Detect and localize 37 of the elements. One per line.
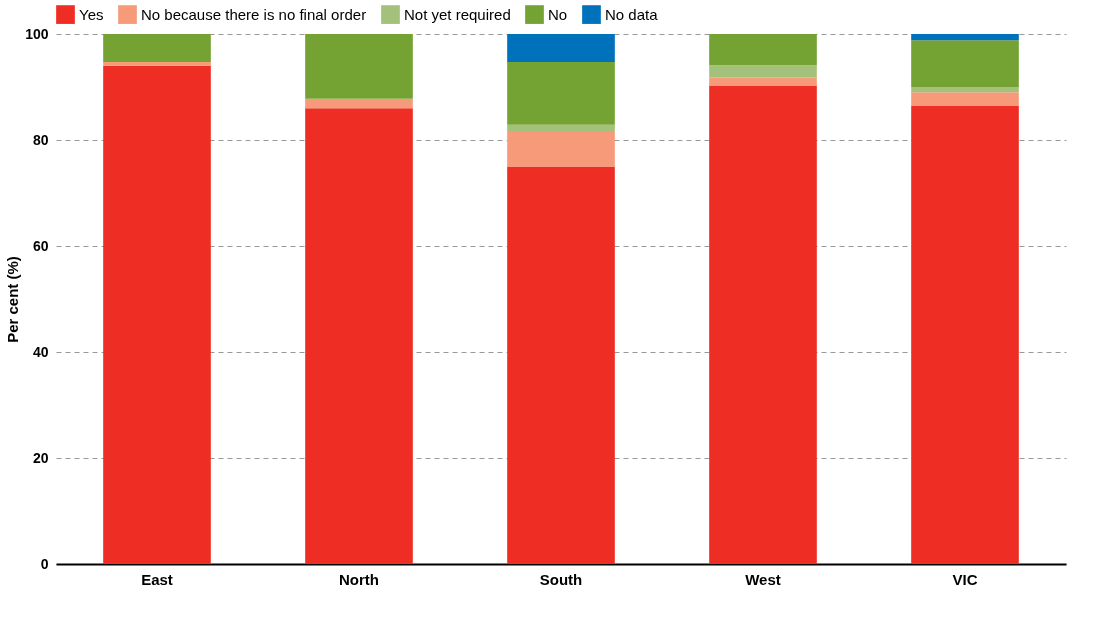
bar bbox=[103, 65, 211, 564]
y-tick-label: 40 bbox=[32, 343, 49, 360]
bar bbox=[103, 62, 211, 66]
bar bbox=[507, 34, 615, 63]
x-tick-label: South bbox=[539, 570, 583, 588]
y-tick-label: 100 bbox=[25, 25, 49, 42]
bar bbox=[507, 166, 615, 564]
y-tick-label: 60 bbox=[32, 237, 49, 254]
bar bbox=[911, 106, 1019, 564]
bar bbox=[305, 108, 413, 564]
bar bbox=[709, 85, 817, 564]
legend-label: No bbox=[548, 5, 568, 23]
bar bbox=[507, 62, 615, 125]
bar bbox=[709, 65, 817, 78]
bar bbox=[507, 124, 615, 133]
bar bbox=[305, 98, 413, 109]
bar bbox=[911, 87, 1019, 93]
legend-label: Yes bbox=[79, 5, 104, 23]
bar bbox=[709, 77, 817, 86]
bar bbox=[911, 92, 1019, 107]
bar bbox=[911, 34, 1019, 41]
legend-label: No data bbox=[605, 5, 659, 23]
y-tick-label: 20 bbox=[32, 449, 49, 466]
y-tick-label: 80 bbox=[32, 131, 49, 148]
x-tick-label: East bbox=[141, 570, 173, 588]
y-axis-title: Per cent (%) bbox=[4, 256, 22, 343]
x-tick-label: North bbox=[339, 570, 379, 588]
y-tick-label: 0 bbox=[40, 555, 49, 572]
bar bbox=[507, 132, 615, 167]
bar bbox=[911, 40, 1019, 87]
legend-label: No because there is no final order bbox=[141, 5, 367, 23]
bar bbox=[103, 34, 211, 63]
bar bbox=[709, 34, 817, 66]
x-tick-label: VIC bbox=[952, 570, 978, 588]
x-tick-label: West bbox=[745, 570, 781, 588]
legend-label: Not yet required bbox=[404, 5, 511, 23]
bar bbox=[305, 34, 413, 99]
